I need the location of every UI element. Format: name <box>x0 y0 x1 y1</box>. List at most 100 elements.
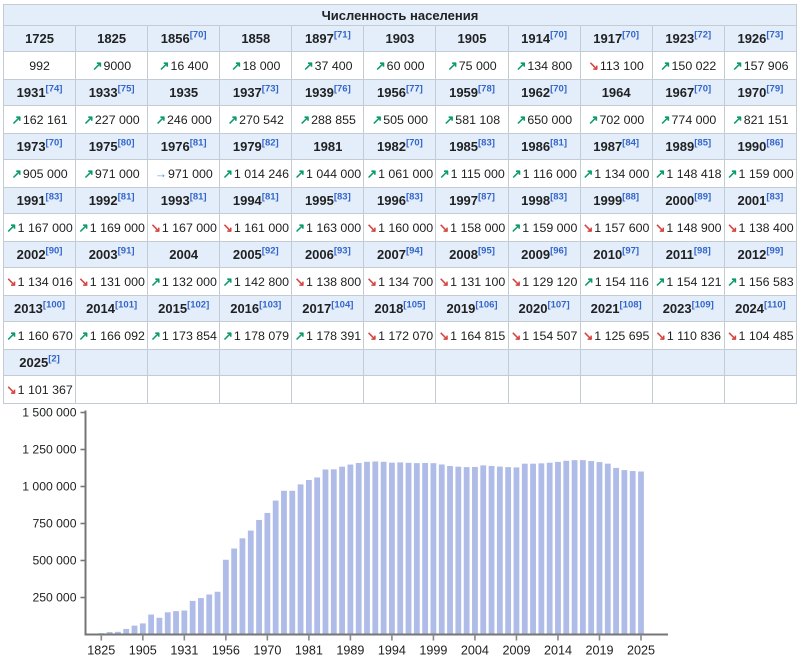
value-label: 581 108 <box>455 113 501 127</box>
ref-link[interactable]: [99] <box>766 245 784 257</box>
ref-link[interactable]: [106] <box>475 299 498 311</box>
ref-link[interactable]: [96] <box>550 245 567 257</box>
value-cell: ↗246 000 <box>147 105 221 134</box>
trend-up-icon: ↗ <box>583 275 594 289</box>
value-label: 1 158 000 <box>450 221 506 235</box>
ref-link[interactable]: [103] <box>259 299 282 311</box>
ref-link[interactable]: [110] <box>764 299 786 311</box>
year-cell: 1999[88] <box>579 187 653 214</box>
ref-link[interactable]: [97] <box>622 245 640 257</box>
ref-link[interactable]: [74] <box>45 83 63 95</box>
ref-link[interactable]: [89] <box>694 191 712 203</box>
ref-link[interactable]: [109] <box>691 299 714 311</box>
trend-down-icon: ↘ <box>582 329 594 343</box>
year-cell: 1967[70] <box>651 79 725 106</box>
ref-link[interactable]: [93] <box>333 245 351 257</box>
population-bar <box>530 463 536 635</box>
ref-link[interactable]: [81] <box>189 191 207 203</box>
value-label: 1 129 120 <box>522 275 578 289</box>
ref-link[interactable]: [80] <box>117 137 135 149</box>
ref-link[interactable]: [78] <box>478 83 495 95</box>
ref-link[interactable]: [88] <box>622 191 640 203</box>
ref-link[interactable]: [92] <box>261 245 279 257</box>
ref-link[interactable]: [83] <box>333 191 351 203</box>
ref-link[interactable]: [86] <box>766 137 784 149</box>
ref-link[interactable]: [98] <box>693 245 711 257</box>
trend-down-icon: ↘ <box>510 275 522 289</box>
year-cell: 1993[81] <box>147 187 221 214</box>
value-cell: ↘113 100 <box>579 51 653 80</box>
value-label: 702 000 <box>599 113 645 127</box>
ref-link[interactable]: [91] <box>117 245 135 257</box>
ref-link[interactable]: [83] <box>478 137 495 149</box>
ref-link[interactable]: [105] <box>403 299 426 311</box>
trend-up-icon: ↗ <box>92 59 103 73</box>
ref-link[interactable]: [73] <box>766 29 784 41</box>
year-label: 1933 <box>88 85 118 100</box>
year-cell: 1956[77] <box>363 79 437 106</box>
ref-link[interactable]: [70] <box>694 83 712 95</box>
ref-link[interactable]: [71] <box>333 29 351 41</box>
ref-link[interactable]: [70] <box>45 137 63 149</box>
trend-up-icon: ↗ <box>83 167 94 181</box>
ref-link[interactable]: [84] <box>622 137 640 149</box>
ref-link[interactable]: [94] <box>405 245 423 257</box>
value-cell: ↗971 000 <box>75 159 149 188</box>
trend-up-icon: ↗ <box>515 113 527 127</box>
ref-link[interactable]: [81] <box>117 191 135 203</box>
ref-link[interactable]: [107] <box>547 299 570 311</box>
value-label: 246 000 <box>166 113 212 127</box>
ref-link[interactable]: [83] <box>766 191 784 203</box>
ref-link[interactable]: [73] <box>261 83 279 95</box>
year-cell: 1989[85] <box>651 133 725 160</box>
ref-link[interactable]: [95] <box>478 245 495 257</box>
year-cell: 1825 <box>75 25 149 52</box>
ref-link[interactable]: [70] <box>622 29 640 41</box>
ref-link[interactable]: [102] <box>187 299 210 311</box>
ref-link[interactable]: [83] <box>550 191 567 203</box>
value-label: 1 169 000 <box>89 221 145 235</box>
ref-link[interactable]: [70] <box>550 83 567 95</box>
year-label: 2015 <box>158 301 188 316</box>
ref-link[interactable]: [77] <box>405 83 423 95</box>
year-cell: 2009[96] <box>507 241 581 268</box>
trend-down-icon: ↘ <box>294 275 305 289</box>
value-label: 1 148 418 <box>666 167 722 181</box>
ref-link[interactable]: [76] <box>333 83 351 95</box>
ref-link[interactable]: [2] <box>48 353 60 365</box>
ref-link[interactable]: [70] <box>550 29 567 41</box>
ref-link[interactable]: [81] <box>261 191 279 203</box>
ref-link[interactable]: [82] <box>261 137 279 149</box>
year-cell: 2006[93] <box>291 241 365 268</box>
value-label: 1 061 000 <box>378 167 434 181</box>
ref-link[interactable]: [85] <box>694 137 712 149</box>
ref-link[interactable]: [83] <box>45 191 63 203</box>
value-label: 150 022 <box>671 59 717 73</box>
ref-link[interactable]: [81] <box>550 137 567 149</box>
ref-link[interactable]: [108] <box>619 299 642 311</box>
year-cell: 1994[81] <box>219 187 293 214</box>
ref-link[interactable]: [70] <box>189 29 207 41</box>
value-label: 1 132 000 <box>161 275 217 289</box>
value-label: 1 110 836 <box>666 329 722 343</box>
ref-link[interactable]: [90] <box>45 245 63 257</box>
ref-link[interactable]: [79] <box>766 83 784 95</box>
year-cell: 1985[83] <box>435 133 509 160</box>
ref-link[interactable]: [83] <box>405 191 423 203</box>
ref-link[interactable]: [104] <box>331 299 354 311</box>
value-cell: ↘1 131 100 <box>435 267 509 296</box>
value-cell: ↗1 159 000 <box>723 159 798 188</box>
value-cell: ↘1 101 367 <box>2 375 77 404</box>
ref-link[interactable]: [72] <box>694 29 712 41</box>
ref-link[interactable]: [87] <box>478 191 495 203</box>
year-cell: 1937[73] <box>219 79 293 106</box>
ref-link[interactable]: [100] <box>42 299 66 311</box>
ref-link[interactable]: [101] <box>114 299 138 311</box>
population-bar <box>438 464 445 635</box>
value-label: 1 014 246 <box>233 167 290 181</box>
ref-link[interactable]: [70] <box>405 137 423 149</box>
ref-link[interactable]: [81] <box>189 137 207 149</box>
trend-up-icon: ↗ <box>150 329 161 343</box>
value-cell: ↗1 116 000 <box>507 159 581 188</box>
ref-link[interactable]: [75] <box>117 83 135 95</box>
